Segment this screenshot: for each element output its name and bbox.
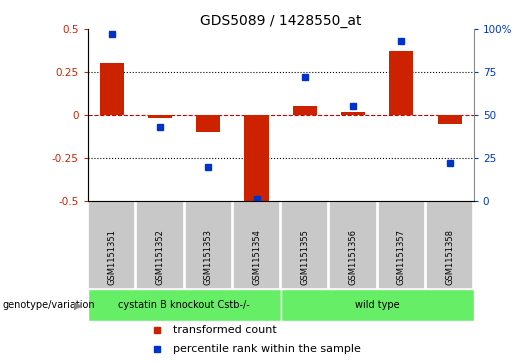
Text: percentile rank within the sample: percentile rank within the sample [173, 344, 360, 354]
Bar [136, 201, 184, 289]
Bar [330, 201, 377, 289]
Text: transformed count: transformed count [173, 325, 276, 335]
Bar [377, 201, 425, 289]
Bar [438, 115, 462, 124]
Bar [233, 201, 280, 289]
Text: genotype/variation: genotype/variation [3, 301, 95, 310]
Title: GDS5089 / 1428550_at: GDS5089 / 1428550_at [200, 14, 362, 28]
Text: cystatin B knockout Cstb-/-: cystatin B knockout Cstb-/- [118, 301, 250, 310]
Bar [293, 106, 317, 115]
Bar [281, 289, 474, 321]
Text: GSM1151358: GSM1151358 [445, 229, 454, 285]
Text: GSM1151353: GSM1151353 [204, 229, 213, 285]
Bar [245, 115, 269, 201]
Bar [426, 201, 473, 289]
Text: GSM1151354: GSM1151354 [252, 229, 261, 285]
Bar [341, 111, 365, 115]
Text: ▶: ▶ [74, 301, 82, 310]
Text: GSM1151356: GSM1151356 [349, 229, 357, 285]
Bar [184, 201, 232, 289]
Bar [389, 52, 414, 115]
Text: GSM1151351: GSM1151351 [107, 229, 116, 285]
Bar [88, 201, 135, 289]
Bar [88, 289, 281, 321]
Bar [148, 115, 172, 118]
Bar [99, 64, 124, 115]
Bar [281, 201, 329, 289]
Text: wild type: wild type [355, 301, 400, 310]
Text: GSM1151352: GSM1151352 [156, 229, 164, 285]
Text: GSM1151357: GSM1151357 [397, 229, 406, 285]
Bar [196, 115, 220, 132]
Text: GSM1151355: GSM1151355 [300, 229, 310, 285]
